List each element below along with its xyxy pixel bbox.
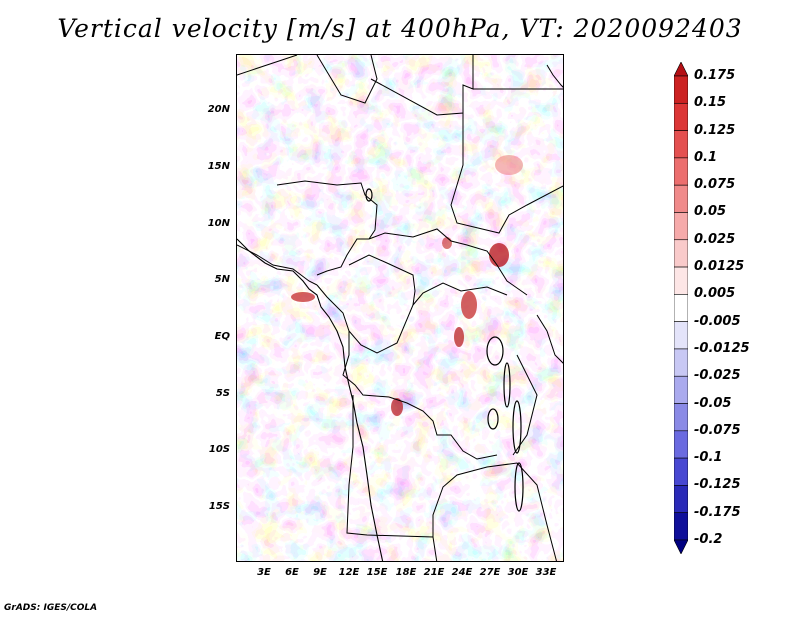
colorbar-segment <box>674 348 688 377</box>
lon-label: 33E <box>535 567 557 578</box>
colorbar-segment <box>674 266 688 295</box>
colorbar-segment <box>674 239 688 268</box>
colorbar-label: -0.005 <box>694 313 741 329</box>
colorbar-label: 0.05 <box>694 204 727 220</box>
colorbar-segment <box>674 130 688 159</box>
colorbar-label: 0.175 <box>694 68 736 83</box>
coastline <box>237 238 384 561</box>
lon-label: 18E <box>395 567 417 578</box>
lat-label: EQ <box>214 331 230 342</box>
colorbar-segment <box>674 485 688 514</box>
colorbar <box>674 62 688 554</box>
colorbar-segment <box>674 294 688 322</box>
colorbar-label: -0.1 <box>694 450 723 466</box>
colorbar-label: 0.125 <box>694 122 736 138</box>
lat-label: 10N <box>207 218 230 229</box>
lat-label: 10S <box>208 444 230 455</box>
lat-label: 20N <box>207 104 230 115</box>
colorbar-label: 0.005 <box>694 286 736 302</box>
colorbar-segment <box>674 212 688 241</box>
colorbar-label: -0.0125 <box>694 340 750 356</box>
lat-label: 15S <box>208 501 230 512</box>
colorbar-label: 0.0125 <box>694 259 745 275</box>
field-texture <box>237 55 563 561</box>
colorbar-label: -0.125 <box>694 477 741 493</box>
colorbar-label: -0.175 <box>694 504 741 520</box>
colorbar-label: -0.075 <box>694 422 741 438</box>
colorbar-segment <box>674 157 688 186</box>
lat-label: 15N <box>207 161 230 172</box>
colorbar-segment <box>674 539 688 554</box>
lon-label: 12E <box>338 567 360 578</box>
country-borders <box>237 55 563 561</box>
lon-label: 9E <box>313 567 327 578</box>
colorbar-segment <box>674 184 688 213</box>
lakes <box>365 188 524 512</box>
velocity-map <box>236 54 564 562</box>
colorbar-segment <box>674 512 688 541</box>
colorbar-segment <box>674 75 688 104</box>
colorbar-label: -0.2 <box>694 532 723 547</box>
colorbar-label: 0.1 <box>694 149 718 165</box>
lon-label: 30E <box>507 567 529 578</box>
red-sea-coast <box>546 64 563 88</box>
colorbar-segment <box>674 403 688 432</box>
colorbar-label: 0.075 <box>694 177 736 193</box>
colorbar-label: -0.025 <box>694 368 741 384</box>
colorbar-label: 0.15 <box>694 95 727 111</box>
lon-label: 24E <box>451 567 473 578</box>
colorbar-segment <box>674 430 688 459</box>
updraft-cells <box>291 155 523 416</box>
colorbar-segment <box>674 457 688 486</box>
lon-label: 21E <box>423 567 445 578</box>
colorbar-segment <box>674 321 688 350</box>
lat-label: 5S <box>215 388 230 399</box>
footer-credit: GrADS: IGES/COLA <box>4 603 98 613</box>
colorbar-segment <box>674 375 688 404</box>
map-title: Vertical velocity [m/s] at 400hPa, VT: 2… <box>57 14 743 43</box>
lon-label: 3E <box>257 567 271 578</box>
colorbar-label: 0.025 <box>694 231 736 247</box>
colorbar-segment <box>674 102 688 131</box>
colorbar-segment <box>674 62 688 77</box>
lon-label: 6E <box>285 567 299 578</box>
lon-label: 15E <box>366 567 388 578</box>
lat-label: 5N <box>214 274 230 285</box>
lon-label: 27E <box>479 567 501 578</box>
velocity-field <box>237 55 563 561</box>
colorbar-label: -0.05 <box>694 395 732 411</box>
